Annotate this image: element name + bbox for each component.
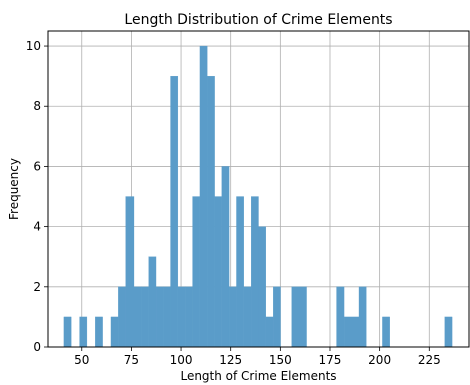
histogram-bar bbox=[343, 316, 360, 348]
histogram-bar bbox=[228, 286, 237, 348]
histogram-bar bbox=[79, 316, 88, 348]
histogram-bar bbox=[133, 286, 142, 348]
y-tick-label: 0 bbox=[33, 340, 41, 354]
histogram-bar bbox=[110, 316, 119, 348]
y-tick-label: 6 bbox=[33, 159, 41, 173]
x-tick-label: 100 bbox=[170, 353, 193, 367]
histogram-bar bbox=[155, 286, 164, 348]
histogram-bar bbox=[444, 316, 453, 348]
histogram-bar bbox=[177, 286, 186, 348]
histogram-bar bbox=[291, 286, 307, 348]
y-tick-label: 10 bbox=[26, 39, 41, 53]
y-tick-label: 4 bbox=[33, 220, 41, 234]
histogram-bar bbox=[95, 316, 103, 348]
histogram-bar bbox=[358, 286, 367, 348]
histogram-bar bbox=[141, 286, 149, 348]
histogram-bar bbox=[251, 196, 259, 348]
histogram-bar bbox=[243, 286, 252, 348]
y-axis-label: Frequency bbox=[7, 158, 21, 220]
x-tick-label: 50 bbox=[74, 353, 89, 367]
histogram-bar bbox=[163, 286, 171, 348]
histogram-bar bbox=[382, 316, 390, 348]
x-tick-label: 150 bbox=[269, 353, 292, 367]
histogram-bar bbox=[185, 286, 193, 348]
x-tick-label: 175 bbox=[319, 353, 342, 367]
histogram-bar bbox=[214, 196, 222, 348]
histogram-bar bbox=[258, 226, 266, 348]
y-tick-label: 8 bbox=[33, 99, 41, 113]
histogram-bar bbox=[207, 75, 215, 348]
x-tick-label: 75 bbox=[124, 353, 139, 367]
histogram-bar bbox=[170, 75, 179, 348]
chart-title: Length Distribution of Crime Elements bbox=[124, 12, 392, 28]
histogram-bar bbox=[273, 286, 281, 348]
y-tick-label: 2 bbox=[33, 280, 41, 294]
histogram-bar bbox=[199, 45, 208, 348]
histogram-bar bbox=[236, 196, 244, 348]
plot-frame bbox=[47, 30, 470, 348]
x-tick-label: 125 bbox=[219, 353, 242, 367]
ticks: 50 75 100 125 150 175 200 225 0 2 4 6 8 10 bbox=[26, 39, 441, 367]
histogram-bar bbox=[125, 196, 135, 348]
bars bbox=[63, 45, 453, 348]
histogram-bar bbox=[192, 196, 201, 348]
histogram-bar bbox=[265, 316, 274, 348]
histogram-bar bbox=[118, 286, 126, 348]
x-axis-label: Length of Crime Elements bbox=[180, 369, 336, 383]
grid bbox=[48, 31, 469, 348]
histogram-bar bbox=[221, 166, 230, 348]
histogram-bar bbox=[336, 286, 345, 348]
x-tick-label: 225 bbox=[418, 353, 441, 367]
histogram-bar bbox=[148, 256, 157, 348]
histogram-bar bbox=[63, 316, 72, 348]
x-tick-label: 200 bbox=[368, 353, 391, 367]
